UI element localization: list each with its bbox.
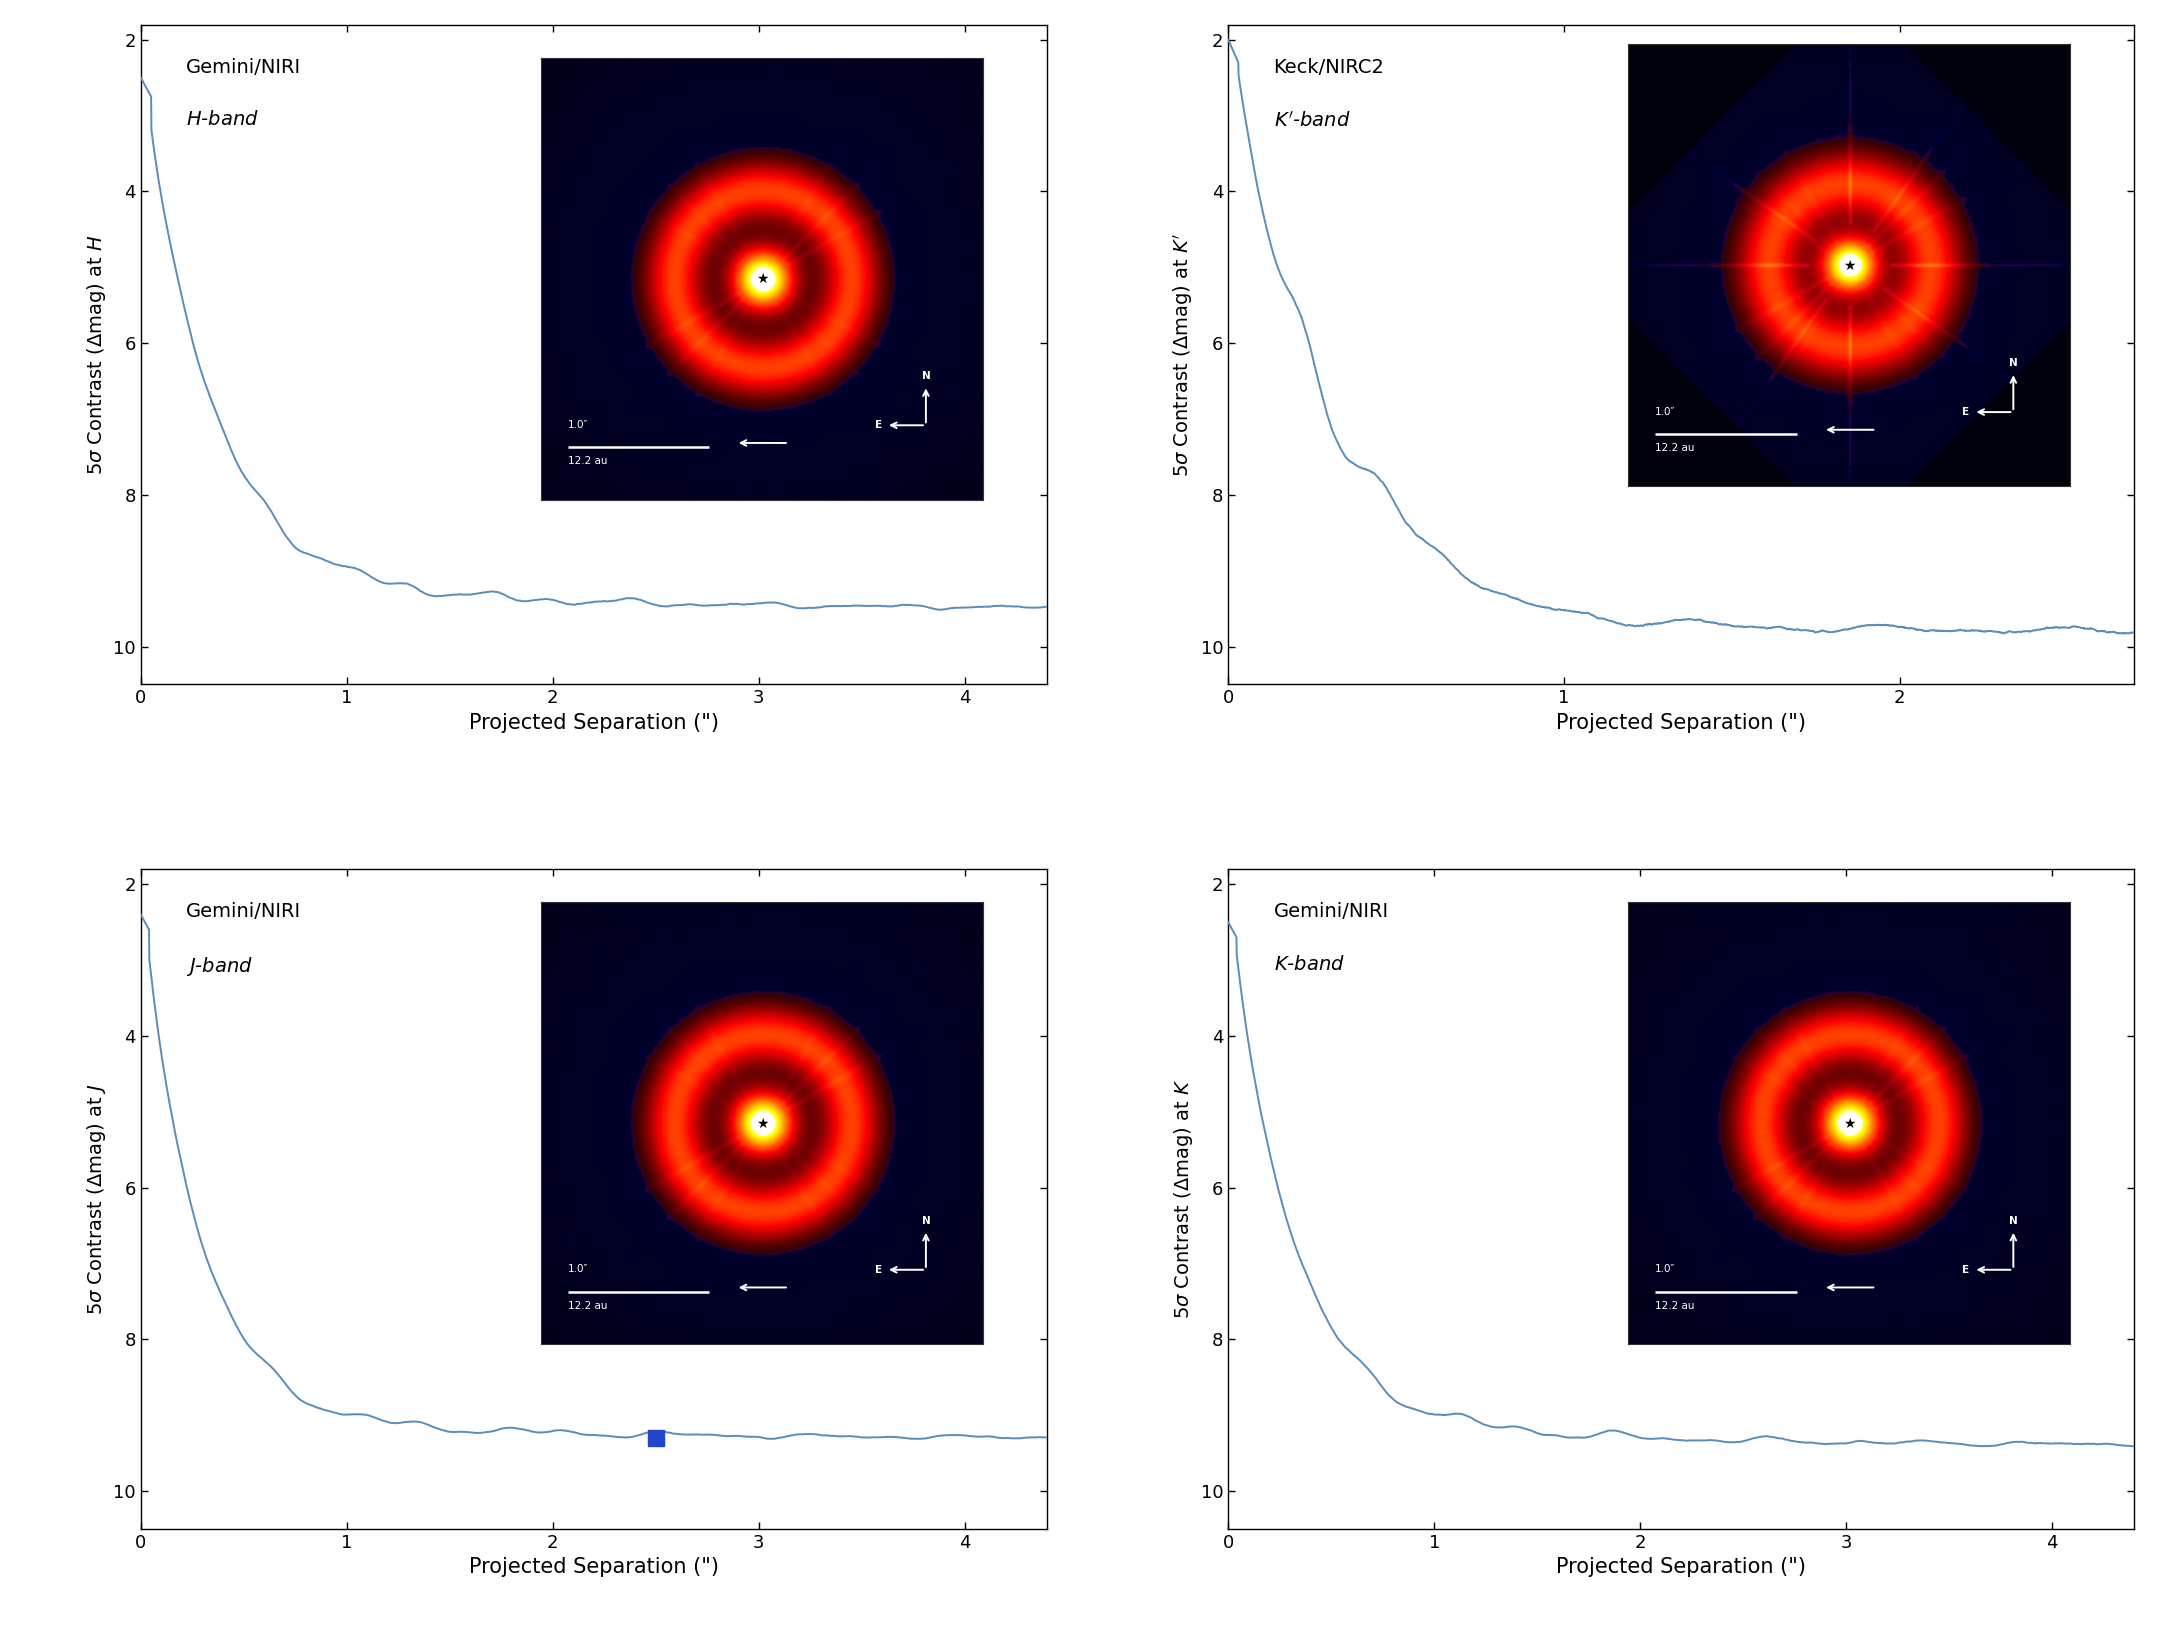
X-axis label: Projected Separation ("): Projected Separation (")	[468, 1557, 719, 1577]
Y-axis label: 5$\sigma$ Contrast ($\Delta$mag) at $K^{\prime}$: 5$\sigma$ Contrast ($\Delta$mag) at $K^{…	[1170, 232, 1196, 477]
Text: Gemini/NIRI: Gemini/NIRI	[186, 58, 301, 77]
Text: Keck/NIRC2: Keck/NIRC2	[1274, 58, 1385, 77]
Text: $H$-band: $H$-band	[186, 110, 260, 130]
X-axis label: Projected Separation ("): Projected Separation (")	[1556, 713, 1807, 733]
X-axis label: Projected Separation ("): Projected Separation (")	[468, 713, 719, 733]
Text: Gemini/NIRI: Gemini/NIRI	[1274, 903, 1389, 921]
Text: $K^{\prime}$-band: $K^{\prime}$-band	[1274, 110, 1350, 130]
Text: $J$-band: $J$-band	[186, 955, 254, 978]
Y-axis label: 5$\sigma$ Contrast ($\Delta$mag) at $K$: 5$\sigma$ Contrast ($\Delta$mag) at $K$	[1172, 1078, 1196, 1318]
Text: $K$-band: $K$-band	[1274, 955, 1344, 973]
Y-axis label: 5$\sigma$ Contrast ($\Delta$mag) at $J$: 5$\sigma$ Contrast ($\Delta$mag) at $J$	[85, 1083, 108, 1315]
X-axis label: Projected Separation ("): Projected Separation (")	[1556, 1557, 1807, 1577]
Text: Gemini/NIRI: Gemini/NIRI	[186, 903, 301, 921]
Y-axis label: 5$\sigma$ Contrast ($\Delta$mag) at $H$: 5$\sigma$ Contrast ($\Delta$mag) at $H$	[85, 235, 108, 475]
